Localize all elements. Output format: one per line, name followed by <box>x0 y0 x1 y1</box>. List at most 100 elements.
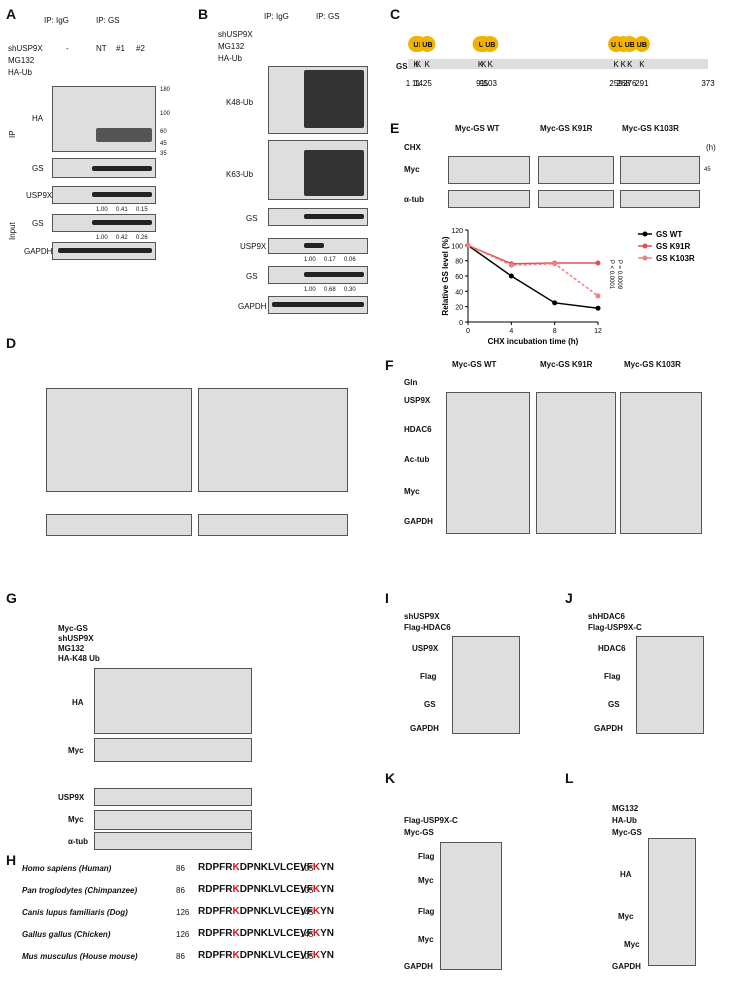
c-k-text: K <box>627 60 633 69</box>
b-gapdh-band <box>272 302 364 307</box>
g-myc-input-blot <box>94 810 252 830</box>
e-legend-marker <box>642 231 648 237</box>
e-y-label: Relative GS level (%) <box>441 236 450 315</box>
e-pvalue-2: P = 0.0009 <box>616 260 622 290</box>
c-ub-text: UB <box>637 42 647 49</box>
e-x-tick-label: 0 <box>466 328 470 335</box>
d-myc-input-2 <box>198 514 348 536</box>
b-label-gapdh: GAPDH <box>238 302 267 311</box>
e-marker: 45 <box>704 167 711 173</box>
f-label-usp9x: USP9X <box>404 396 431 405</box>
k-row-flagusp9x: Flag-USP9X-C <box>404 816 458 825</box>
a-label-gs2: GS <box>32 219 44 228</box>
a-gs-ip-band <box>92 166 152 171</box>
a-row-mg132: MG132 <box>8 56 35 65</box>
a-lane-1: - <box>66 44 69 53</box>
e-legend-marker <box>642 243 648 249</box>
c-position-label: 11 <box>412 79 421 88</box>
b-label-usp9x: USP9X <box>240 242 267 251</box>
panel-c-letter: C <box>390 6 401 22</box>
e-pvalue-1: P < 0.0001 <box>608 260 614 290</box>
b-q1-1: 1.00 <box>304 257 316 263</box>
h-species: Gallus gallus (Chicken) <box>22 930 111 939</box>
c-ub-circle <box>621 36 638 52</box>
l-row-mg132: MG132 <box>612 804 639 813</box>
b-label-gs: GS <box>246 214 258 223</box>
a-gs-input-band <box>92 220 152 225</box>
e-y-tick-label: 40 <box>455 289 463 296</box>
h-start: 86 <box>176 864 185 873</box>
l-label-gapdh: GAPDH <box>612 962 641 971</box>
e-x-label: CHX incubation time (h) <box>488 337 579 346</box>
h-start: 86 <box>176 952 185 961</box>
k-label-flag: Flag <box>418 852 435 861</box>
e-unit: (h) <box>706 143 716 152</box>
k-row-mycgs: Myc-GS <box>404 828 434 837</box>
e-tub-wt-blot <box>448 190 530 208</box>
h-end: 145 <box>300 908 314 917</box>
a-q2-2: 0.42 <box>116 235 128 241</box>
c-k-text: K <box>621 60 627 69</box>
e-series-line <box>467 244 599 309</box>
a-lane-4: #2 <box>136 44 145 53</box>
h-sequence: RDPFRKDPNKLVLCEVFKYN <box>198 950 334 961</box>
c-k-text: K <box>613 60 619 69</box>
a-marker-35: 35 <box>160 151 167 157</box>
e-x-tick-label: 4 <box>509 328 513 335</box>
f-blot-k103r <box>620 392 702 534</box>
f-group-wt: Myc-GS WT <box>452 360 497 369</box>
b-q1-3: 0.06 <box>344 257 356 263</box>
a-ha-blot <box>52 86 156 152</box>
panel-i-letter: I <box>385 590 389 606</box>
c-position-label: 91 <box>476 79 485 88</box>
d-ha-blot-2 <box>198 388 348 492</box>
b-label-k48: K48-Ub <box>226 98 254 107</box>
b-gs-ip-band <box>304 214 364 219</box>
c-position-label: 373 <box>701 79 715 88</box>
b-k48-smear <box>304 70 364 128</box>
e-series-point <box>595 293 601 299</box>
c-ub-circle <box>633 36 650 52</box>
i-label-gs: GS <box>424 700 436 709</box>
f-blot-k91r <box>536 392 616 534</box>
g-label-myc2: Myc <box>68 815 84 824</box>
panel-a-letter: A <box>6 6 17 22</box>
b-ip-igg: IP: IgG <box>264 12 289 21</box>
a-marker-100: 100 <box>160 111 171 117</box>
c-k-text: K <box>416 60 422 69</box>
a-q2-3: 0.26 <box>136 235 148 241</box>
b-row-mg132: MG132 <box>218 42 245 51</box>
e-myc-k103r-blot <box>620 156 700 184</box>
e-series-point <box>595 260 601 266</box>
a-row-haub: HA-Ub <box>8 68 33 77</box>
c-position-label: 14 <box>414 79 423 88</box>
l-row-mycgs: Myc-GS <box>612 828 642 837</box>
f-label-hdac6: HDAC6 <box>404 425 432 434</box>
a-gapdh-band <box>58 248 152 253</box>
c-position-label: 268 <box>617 79 631 88</box>
c-ub-text: UB <box>625 42 635 49</box>
k-label-myc: Myc <box>418 876 434 885</box>
e-y-tick-label: 120 <box>451 228 463 235</box>
a-marker-45: 45 <box>160 141 167 147</box>
f-label-gapdh: GAPDH <box>404 517 433 526</box>
c-gs-label: GS <box>396 62 408 71</box>
c-position-label: 276 <box>623 79 637 88</box>
f-group-k103r: Myc-GS K103R <box>624 360 681 369</box>
c-position-label: 291 <box>635 79 649 88</box>
a-ip-gs: IP: GS <box>96 16 120 25</box>
d-ha-blot-1 <box>46 388 192 492</box>
panel-f-letter: F <box>385 357 394 373</box>
c-position-label: 1 <box>406 79 411 88</box>
j-label-gs: GS <box>608 700 620 709</box>
a-label-gapdh: GAPDH <box>24 247 53 256</box>
h-end: 105 <box>300 952 314 961</box>
j-row-flagusp9x: Flag-USP9X-C <box>588 623 642 632</box>
e-x-tick-label: 12 <box>594 328 602 335</box>
e-y-tick-label: 100 <box>451 243 463 250</box>
c-ub-text: UB <box>413 42 423 49</box>
h-start: 126 <box>176 930 190 939</box>
e-y-tick-label: 60 <box>455 274 463 281</box>
h-start: 86 <box>176 886 185 895</box>
k-label-flag2: Flag <box>418 907 435 916</box>
